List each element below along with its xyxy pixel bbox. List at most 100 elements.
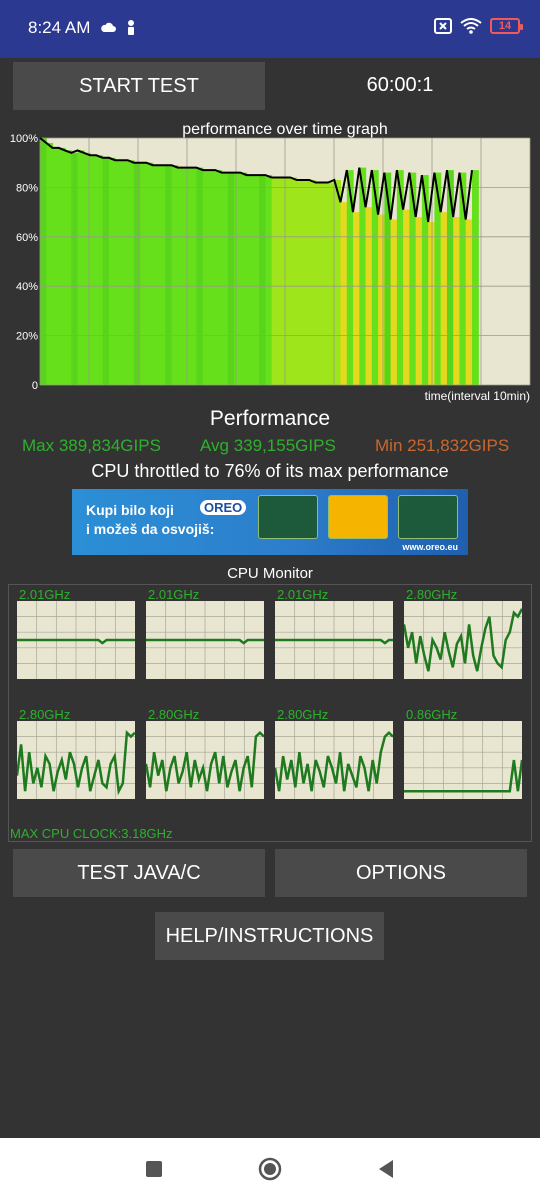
back-icon[interactable] bbox=[373, 1156, 399, 1182]
graph-bar bbox=[77, 150, 85, 385]
graph-bar bbox=[65, 150, 72, 385]
graph-bar bbox=[46, 142, 54, 385]
graph-bar bbox=[215, 170, 223, 385]
performance-graph: performance over time graph 100% 80% 60% 40… bbox=[10, 121, 531, 403]
cpu-core-line bbox=[146, 730, 264, 792]
graph-bar bbox=[90, 155, 97, 385]
cpu-core-line bbox=[17, 729, 135, 796]
graph-bar bbox=[309, 179, 317, 385]
max-performance: Max 389,834GIPS bbox=[22, 436, 161, 455]
graph-bar bbox=[465, 219, 473, 385]
graph-bar bbox=[340, 202, 348, 385]
graph-bar bbox=[321, 182, 329, 385]
graph-bar bbox=[184, 167, 191, 385]
cpu-core-line bbox=[404, 608, 522, 672]
cpu-core-line bbox=[17, 638, 135, 645]
graph-bar bbox=[133, 162, 141, 385]
graph-bar bbox=[140, 162, 148, 385]
graph-bar bbox=[396, 170, 404, 385]
graph-bar bbox=[58, 147, 66, 385]
ad-prize-card bbox=[258, 495, 318, 539]
ad-banner[interactable]: Kupi bilo koji i možeš da osvojiš: OREO … bbox=[72, 489, 468, 555]
graph-bar bbox=[177, 167, 185, 385]
graph-bar bbox=[315, 182, 323, 385]
graph-title: performance over time graph bbox=[182, 121, 387, 138]
cpu-core-chart bbox=[17, 601, 135, 679]
test-timer: 60:00:1 bbox=[366, 74, 434, 96]
cpu-core-line bbox=[146, 638, 264, 645]
cpu-core-graph: 2.80GHz bbox=[404, 587, 524, 693]
graph-bar bbox=[190, 167, 198, 385]
y-tick-label: 100% bbox=[10, 133, 38, 145]
y-tick-label: 40% bbox=[16, 281, 38, 293]
cpu-monitor-title: CPU Monitor bbox=[227, 565, 313, 582]
graph-x-label: time(interval 10min) bbox=[425, 389, 530, 403]
graph-bar bbox=[459, 172, 467, 385]
help-instructions-button[interactable]: HELP/INSTRUCTIONS bbox=[155, 912, 384, 960]
min-performance: Min 251,832GIPS bbox=[375, 436, 510, 455]
y-tick-label: 80% bbox=[16, 182, 38, 194]
status-time: 8:24 AM bbox=[28, 18, 91, 37]
performance-stats: Max 389,834GIPS Avg 339,155GIPS Min 251,… bbox=[0, 436, 540, 458]
y-tick-label: 0 bbox=[32, 380, 38, 392]
graph-bars bbox=[40, 138, 479, 385]
recents-icon[interactable] bbox=[141, 1156, 167, 1182]
graph-bar bbox=[115, 160, 122, 385]
cpu-core-graph: 2.01GHz bbox=[275, 587, 395, 693]
graph-bar bbox=[71, 152, 79, 385]
cpu-core-line bbox=[275, 638, 393, 645]
navigation-bar bbox=[0, 1138, 540, 1200]
graph-bar bbox=[434, 172, 442, 385]
throttle-info: CPU throttled to 76% of its max performa… bbox=[91, 461, 449, 481]
wifi-icon bbox=[460, 18, 482, 34]
graph-bar bbox=[234, 172, 241, 385]
ad-line-2: i možeš da osvojiš: bbox=[86, 521, 215, 537]
options-button[interactable]: OPTIONS bbox=[275, 849, 527, 897]
graph-bar bbox=[108, 157, 116, 385]
performance-title: Performance bbox=[209, 407, 331, 430]
home-icon[interactable] bbox=[257, 1156, 283, 1182]
graph-bar bbox=[421, 175, 429, 385]
graph-bar bbox=[196, 167, 204, 385]
performance-line bbox=[39, 137, 473, 223]
graph-bar bbox=[472, 170, 479, 385]
y-tick-label: 20% bbox=[16, 331, 38, 343]
graph-bar bbox=[209, 170, 216, 385]
cpu-core-chart bbox=[146, 721, 264, 799]
graph-bar bbox=[277, 177, 285, 385]
graph-bar bbox=[359, 167, 367, 385]
cpu-core-frequency: 2.80GHz bbox=[277, 707, 329, 722]
cpu-core-frequency: 2.80GHz bbox=[19, 707, 71, 722]
ad-prize-card bbox=[328, 495, 388, 539]
graph-bar bbox=[290, 177, 298, 385]
avg-performance: Avg 339,155GIPS bbox=[200, 436, 336, 455]
graph-bar bbox=[83, 152, 91, 385]
graph-bar bbox=[271, 177, 279, 385]
graph-bar bbox=[284, 177, 292, 385]
graph-bar bbox=[365, 207, 373, 385]
ad-prize-card bbox=[398, 495, 458, 539]
cpu-core-graph: 0.86GHz bbox=[404, 707, 524, 813]
graph-bar bbox=[96, 155, 104, 385]
graph-bar bbox=[240, 172, 248, 385]
graph-bar bbox=[409, 172, 417, 385]
cpu-core-chart bbox=[17, 721, 135, 799]
cpu-core-graph: 2.80GHz bbox=[275, 707, 395, 813]
graph-bar bbox=[384, 172, 392, 385]
graph-bar bbox=[158, 165, 166, 385]
ad-line-1: Kupi bilo koji bbox=[86, 502, 174, 518]
graph-bar bbox=[146, 162, 154, 385]
y-tick-label: 60% bbox=[16, 232, 38, 244]
graph-bar bbox=[171, 165, 179, 385]
start-test-button[interactable]: START TEST bbox=[13, 62, 265, 110]
graph-bar bbox=[259, 175, 266, 385]
status-bar: 8:24 AM 14 bbox=[0, 0, 540, 58]
graph-bar bbox=[121, 160, 129, 385]
test-java-c-button[interactable]: TEST JAVA/C bbox=[13, 849, 265, 897]
graph-bar bbox=[252, 175, 260, 385]
graph-bar bbox=[102, 157, 110, 385]
cpu-core-chart bbox=[275, 601, 393, 679]
graph-bar bbox=[246, 175, 254, 385]
graph-bar bbox=[446, 170, 454, 385]
max-cpu-clock: MAX CPU CLOCK:3.18GHz bbox=[10, 826, 173, 841]
